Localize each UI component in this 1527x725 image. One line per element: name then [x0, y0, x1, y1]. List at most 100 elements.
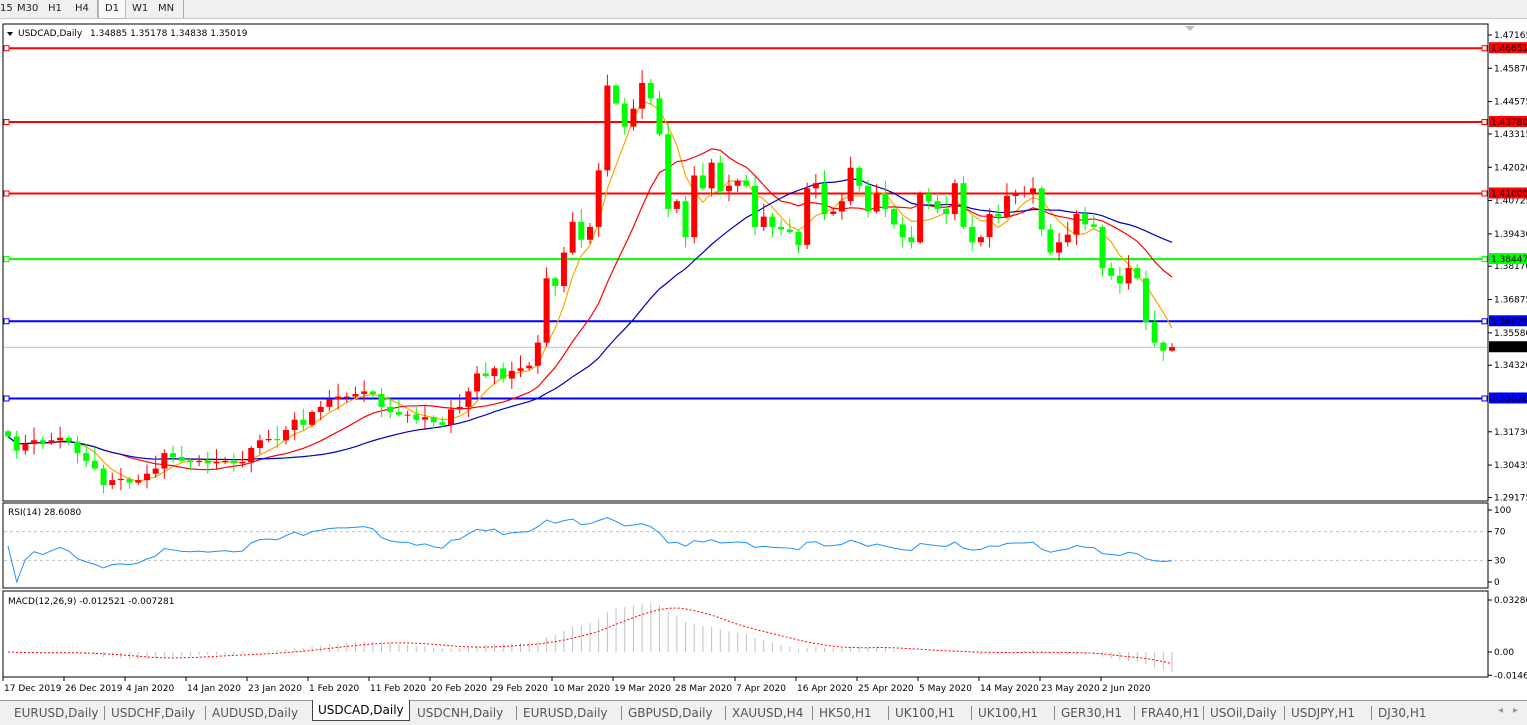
line-handle-left[interactable]: [3, 318, 10, 325]
candle-body: [109, 480, 116, 485]
candle-body: [1142, 278, 1149, 323]
candle-body: [778, 226, 785, 230]
candle-body: [534, 342, 541, 366]
candle-body: [925, 193, 932, 202]
candle-body: [673, 201, 680, 209]
x-tick-label: 14 Jan 2020: [187, 684, 241, 694]
candle-body: [456, 406, 463, 410]
chart-tab[interactable]: GER30,H1: [1061, 706, 1122, 720]
candle-body: [830, 211, 837, 215]
line-handle-left[interactable]: [3, 395, 10, 402]
macd-title: MACD(12,26,9) -0.012521 -0.007281: [8, 597, 174, 607]
collapse-triangle-icon[interactable]: [7, 32, 13, 36]
chart-tab[interactable]: HK50,H1: [819, 706, 872, 720]
macd-tick-label: 0.032807: [1494, 596, 1527, 606]
chart-area[interactable]: 1.47165 1.45870 1.44575 1.43315 1.42020 1.407…: [0, 0, 1527, 700]
candle-body: [1108, 268, 1115, 276]
current-price-label: 1.35019: [1491, 343, 1527, 353]
line-handle-left[interactable]: [3, 45, 10, 52]
candle-body: [1056, 242, 1063, 253]
tab-divider: [205, 706, 206, 720]
tab-divider: [888, 706, 889, 720]
timeframe-d1[interactable]: D1: [98, 0, 127, 19]
candle-body: [691, 175, 698, 238]
candle-body: [508, 370, 515, 379]
price-level-badge: [1489, 253, 1527, 265]
tab-divider: [516, 706, 517, 720]
line-handle-left[interactable]: [3, 190, 10, 197]
candle-body: [1021, 193, 1028, 195]
timeframe-m30[interactable]: M30: [17, 3, 39, 14]
chart-tab[interactable]: GBPUSD,Daily: [628, 706, 713, 720]
timeframe-h1[interactable]: H1: [48, 3, 62, 14]
candle-body: [239, 462, 246, 464]
chart-tab[interactable]: EURUSD,Daily: [523, 706, 608, 720]
candle-body: [413, 414, 420, 420]
chart-tab[interactable]: DJ30,H1: [1378, 706, 1427, 720]
price-level-badge: [1489, 116, 1527, 128]
candle-body: [439, 422, 446, 425]
line-handle-right[interactable]: [1481, 395, 1488, 402]
tab-divider: [621, 706, 622, 720]
chart-tab[interactable]: FRA40,H1: [1141, 706, 1200, 720]
timeframe-toolbar: 15 M30 H1 H4 D1 W1 MN: [0, 0, 1527, 19]
tab-divider: [725, 706, 726, 720]
chart-tab[interactable]: UK100,H1: [978, 706, 1039, 720]
candle-body: [804, 188, 811, 245]
x-tick-label: 26 Dec 2019: [65, 684, 123, 694]
candle-body: [230, 460, 237, 464]
timeframe-m15[interactable]: 15: [0, 3, 13, 14]
chart-tab[interactable]: AUDUSD,Daily: [212, 706, 299, 720]
x-tick-label: 20 Feb 2020: [431, 684, 487, 694]
x-tick-label: 25 Apr 2020: [858, 684, 914, 694]
candle-body: [204, 460, 211, 464]
timeframe-h4[interactable]: H4: [75, 3, 89, 14]
timeframe-w1[interactable]: W1: [132, 3, 149, 14]
chart-tab[interactable]: USOil,Daily: [1210, 706, 1277, 720]
y-tick-label: 1.40725: [1494, 197, 1527, 207]
chart-tab[interactable]: EURUSD,Daily: [14, 706, 99, 720]
candle-body: [1038, 188, 1045, 230]
candle-body: [404, 414, 411, 416]
candle-body: [856, 167, 863, 186]
y-tick-label: 1.34320: [1494, 361, 1527, 371]
candle-body: [170, 453, 177, 457]
line-handle-right[interactable]: [1481, 318, 1488, 325]
x-tick-label: 10 Mar 2020: [553, 684, 610, 694]
candle-body: [1064, 234, 1071, 243]
chart-tab[interactable]: XAUUSD,H4: [732, 706, 804, 720]
x-tick-label: 28 Mar 2020: [675, 684, 732, 694]
candle-body: [248, 447, 255, 463]
ma-slow-line: [7, 178, 1173, 461]
x-tick-label: 19 Mar 2020: [614, 684, 671, 694]
line-handle-left[interactable]: [3, 119, 10, 126]
y-tick-label: 1.45870: [1494, 64, 1527, 74]
candle-body: [335, 396, 342, 400]
chart-tab[interactable]: USDCAD,Daily: [312, 700, 410, 721]
line-handle-right[interactable]: [1481, 45, 1488, 52]
chart-tab[interactable]: UK100,H1: [895, 706, 956, 720]
chart-tab[interactable]: USDJPY,H1: [1291, 706, 1355, 720]
candle-body: [656, 98, 663, 135]
line-handle-right[interactable]: [1481, 119, 1488, 126]
candle-body: [187, 460, 194, 463]
candle-body: [621, 103, 628, 127]
shift-marker-icon[interactable]: [1185, 26, 1195, 31]
chart-tab[interactable]: USDCNH,Daily: [417, 706, 504, 720]
x-tick-label: 14 May 2020: [980, 684, 1039, 694]
price-level-label: 1.41000: [1491, 189, 1527, 199]
line-handle-right[interactable]: [1481, 190, 1488, 197]
ma-mid-line: [7, 148, 1173, 471]
tab-scroll-right-icon[interactable]: ▸: [1513, 705, 1519, 716]
timeframe-mn[interactable]: MN: [158, 3, 175, 14]
candle-body: [274, 438, 281, 441]
price-level-label: 1.36029: [1491, 317, 1527, 327]
tab-scroll-left-icon[interactable]: ◂: [1498, 705, 1504, 716]
candle-body: [699, 175, 706, 189]
line-handle-left[interactable]: [3, 256, 10, 263]
ma-fast-line: [7, 100, 1173, 482]
candle-body: [752, 185, 759, 227]
line-handle-right[interactable]: [1481, 256, 1488, 263]
x-tick-label: 7 Apr 2020: [736, 684, 786, 694]
chart-tab[interactable]: USDCHF,Daily: [111, 706, 196, 720]
